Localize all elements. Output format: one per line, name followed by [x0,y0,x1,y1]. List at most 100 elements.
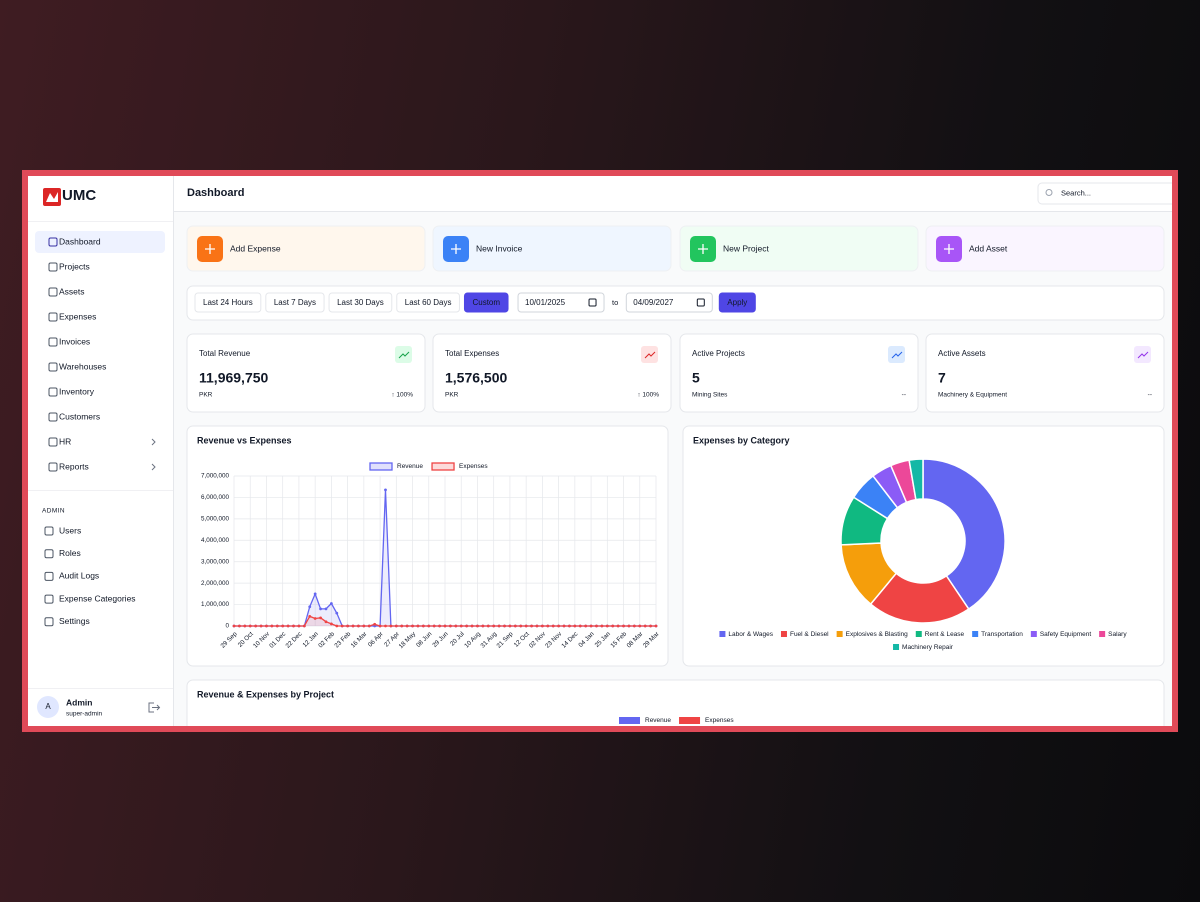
icon [48,337,58,347]
legend-swatch [836,631,843,637]
search-placeholder[interactable]: Search... [1061,188,1091,197]
logout-icon[interactable] [148,702,161,713]
data-point [605,624,609,628]
nav-item[interactable]: Settings [59,616,90,626]
search-icon [1045,189,1053,196]
data-point [568,624,571,628]
nav-item[interactable]: Inventory [59,386,95,396]
nav-item[interactable]: Dashboard [59,236,101,246]
nav-active[interactable] [35,231,165,253]
legend-label: Expenses [705,717,734,724]
legend-item: Fuel & Diesel [780,631,829,638]
nav-item[interactable]: Audit Logs [59,571,99,581]
button-label[interactable]: Apply [727,298,747,307]
button-bg[interactable] [194,292,262,313]
button-label[interactable]: Custom [472,298,500,307]
search-box[interactable] [1037,182,1172,205]
button-bg[interactable] [396,292,460,313]
data-point [551,624,555,628]
legend-item: Salary [1099,631,1127,638]
quick-action[interactable] [925,225,1165,272]
nav-item[interactable]: Warehouses [59,361,106,371]
chevron [151,438,156,446]
data-point [427,624,431,628]
legend-item: Machinery Repair [893,644,954,651]
date-input[interactable] [625,292,713,313]
action-label[interactable]: Add Asset [969,243,1008,253]
button[interactable]: Last 24 Hours [194,292,262,313]
plus [205,244,215,254]
button[interactable]: Custom [463,292,509,313]
data-point [611,624,615,628]
nav-item[interactable]: Customers [59,411,100,421]
separator: to [612,298,618,307]
stat-title: Active Projects [692,349,745,358]
quick-action[interactable] [679,225,919,272]
stat-glyph [891,351,903,359]
icon [44,594,54,604]
date-value[interactable]: 10/01/2025 [525,298,566,307]
data-point [519,624,523,628]
button-label[interactable]: Last 7 Days [274,298,316,307]
button-bg[interactable] [718,292,756,313]
data-point [530,624,533,628]
data-point [524,624,528,628]
button-bg[interactable] [463,292,509,313]
data-point [384,624,387,628]
icon [48,362,58,372]
data-point [313,617,317,620]
button-label[interactable]: Last 60 Days [405,298,452,307]
data-point [508,624,512,628]
data-point [486,624,490,628]
stat-value: 5 [692,370,700,386]
button[interactable]: Last 60 Days [396,292,460,313]
nav-item[interactable]: Users [59,525,81,535]
data-point [449,624,452,628]
data-point [632,624,636,628]
chart-title: Revenue vs Expenses [197,435,292,445]
stat-glyph [1137,351,1149,359]
nav-item[interactable]: Assets [59,286,85,296]
action-label[interactable]: New Project [723,243,769,253]
data-point [535,624,539,628]
button[interactable]: Last 30 Days [328,292,393,313]
nav-item[interactable]: Projects [59,261,90,271]
data-point [362,624,366,628]
date-value[interactable]: 04/09/2027 [633,298,674,307]
plus [698,244,708,254]
icon [44,617,54,627]
icon [44,526,54,536]
legend-item: Explosives & Blasting [836,631,908,638]
calendar-icon [696,298,705,307]
button-bg[interactable] [328,292,393,313]
action-label[interactable]: Add Expense [230,243,281,253]
button-label[interactable]: Last 24 Hours [203,298,253,307]
nav-item[interactable]: Expense Categories [59,593,136,603]
button-bg[interactable] [265,292,325,313]
y-tick-label: 5,000,000 [201,516,230,523]
button[interactable]: Last 7 Days [265,292,325,313]
icon [48,262,58,272]
nav-item[interactable]: HR [59,436,71,446]
nav-item[interactable]: Roles [59,548,81,558]
button[interactable]: Apply [718,292,756,313]
quick-action[interactable] [186,225,426,272]
action-label[interactable]: New Invoice [476,243,523,253]
data-point [259,624,263,628]
quick-action[interactable] [432,225,672,272]
data-point [465,624,469,628]
y-tick-label: 1,000,000 [201,601,230,608]
data-point [335,624,339,628]
plus [451,244,461,254]
button-label[interactable]: Last 30 Days [337,298,384,307]
date-input[interactable] [517,292,605,313]
data-point [416,624,420,628]
nav-item[interactable]: Expenses [59,311,96,321]
stat-title: Total Expenses [445,349,499,358]
stat-unit: Mining Sites [692,392,728,399]
nav-item[interactable]: Reports [59,461,89,471]
legend-label: Safety Equipment [1040,631,1092,638]
legend-label: Labor & Wages [728,631,773,638]
nav-item[interactable]: Invoices [59,336,90,346]
data-point [459,624,463,628]
